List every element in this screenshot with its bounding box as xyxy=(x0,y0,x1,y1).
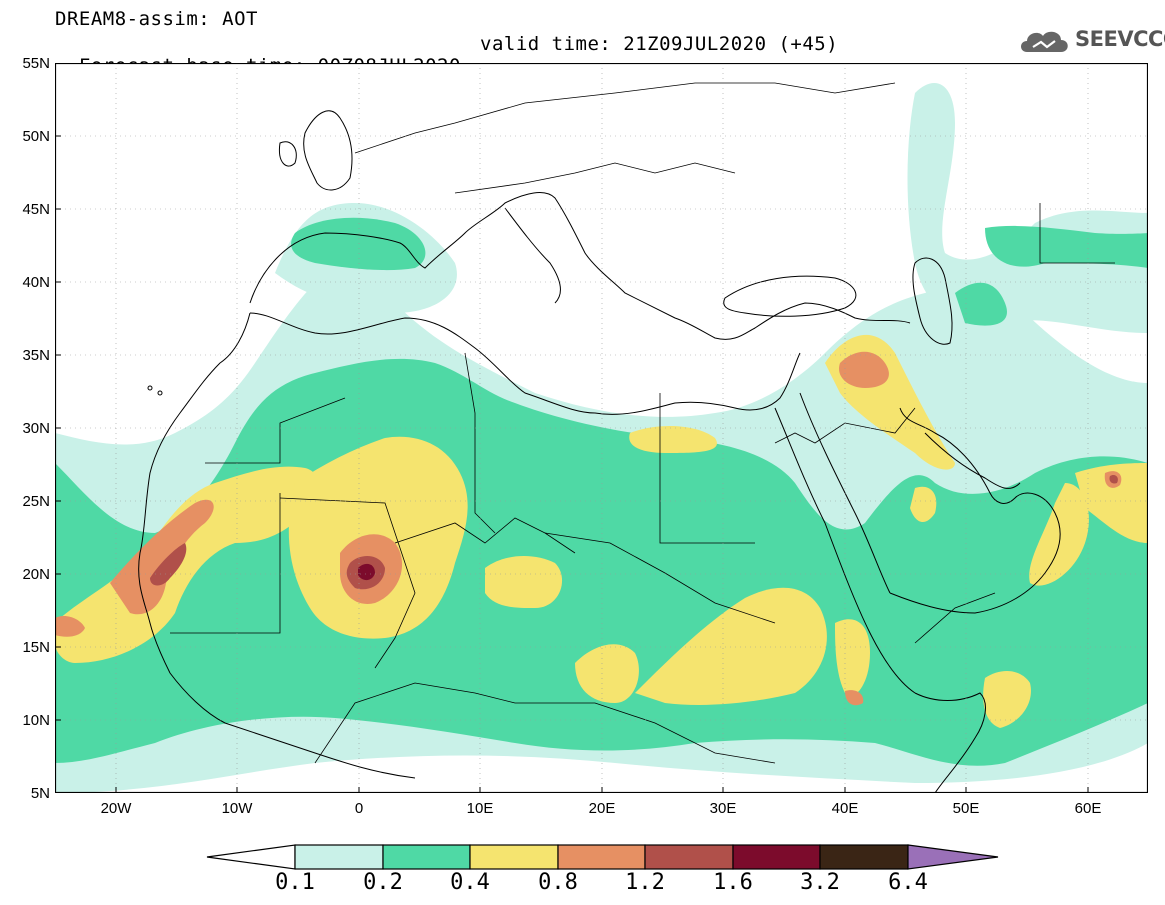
colorbar xyxy=(206,844,999,870)
lat-label: 45N xyxy=(22,201,50,218)
lat-label: 35N xyxy=(22,347,50,364)
lon-label: 20E xyxy=(588,800,616,817)
lat-label: 40N xyxy=(22,274,50,291)
lon-label: 20W xyxy=(100,800,132,817)
colorbar-segment xyxy=(382,844,471,870)
lon-label: 10W xyxy=(221,800,253,817)
chart-title: DREAM8-assim: AOT xyxy=(55,8,258,30)
colorbar-segment xyxy=(907,844,999,870)
colorbar-label: 0.1 xyxy=(275,870,315,895)
graticule xyxy=(55,63,1148,793)
aot-band-1.6 xyxy=(358,563,375,581)
lon-label: 50E xyxy=(952,800,980,817)
colorbar-segment xyxy=(557,844,646,870)
lon-label: 0 xyxy=(354,800,364,817)
lat-label: 50N xyxy=(22,128,50,145)
lat-label: 10N xyxy=(22,712,50,729)
lon-label: 60E xyxy=(1074,800,1102,817)
coastlines xyxy=(138,110,1061,793)
aot-band-0.2 xyxy=(55,217,1148,766)
colorbar-segment xyxy=(819,844,909,870)
colorbar-label: 0.4 xyxy=(450,870,490,895)
lat-label: 25N xyxy=(22,493,50,510)
colorbar-label: 0.2 xyxy=(363,870,403,895)
lat-label: 55N xyxy=(22,55,50,72)
colorbar-label: 1.6 xyxy=(713,870,753,895)
lat-label: 30N xyxy=(22,420,50,437)
lat-label: 20N xyxy=(22,566,50,583)
lon-label: 10E xyxy=(466,800,494,817)
logo-text: SEEVCCC xyxy=(1075,27,1165,51)
lon-label: 40E xyxy=(831,800,859,817)
colorbar-label: 6.4 xyxy=(888,870,928,895)
cloud-logo-icon xyxy=(1021,31,1068,52)
colorbar-label: 0.8 xyxy=(538,870,578,895)
seevccc-logo: SEEVCCC xyxy=(1017,26,1165,56)
colorbar-segment xyxy=(206,844,296,870)
map-area xyxy=(54,62,1149,794)
lat-label: 15N xyxy=(22,639,50,656)
colorbar-segment xyxy=(469,844,559,870)
lat-label: 5N xyxy=(30,785,50,802)
colorbar-segment xyxy=(294,844,384,870)
lon-label: 30E xyxy=(709,800,737,817)
colorbar-label: 3.2 xyxy=(800,870,840,895)
colorbar-label: 1.2 xyxy=(625,870,665,895)
aot-map xyxy=(54,62,1149,794)
country-borders xyxy=(170,82,1115,764)
colorbar-segment xyxy=(644,844,734,870)
aot-band-0.4 xyxy=(55,334,1148,728)
colorbar-segment xyxy=(732,844,821,870)
valid-time: valid time: 21Z09JUL2020 (+45) xyxy=(480,33,839,55)
